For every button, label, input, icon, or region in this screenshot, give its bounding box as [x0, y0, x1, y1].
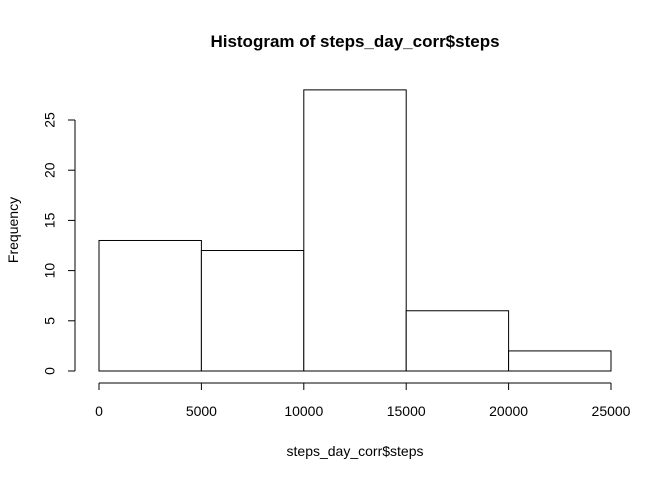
x-tick-label: 15000 [387, 403, 426, 419]
x-tick-label: 10000 [284, 403, 323, 419]
x-axis-label: steps_day_corr$steps [287, 443, 424, 459]
y-axis: 0 5 10 15 20 25 [42, 112, 76, 375]
y-tick-label: 5 [42, 317, 58, 325]
x-tick-label: 20000 [489, 403, 528, 419]
y-tick-label: 0 [42, 367, 58, 375]
y-tick-label: 25 [42, 112, 58, 128]
bars-group [98, 89, 612, 372]
histogram-bar [200, 250, 305, 372]
y-tick-label: 20 [42, 162, 58, 178]
histogram-bar [98, 239, 202, 372]
x-tick-label: 0 [95, 403, 103, 419]
histogram-bar [405, 310, 510, 372]
x-axis: 0 5000 10000 15000 20000 25000 [95, 382, 631, 419]
x-tick-label: 5000 [186, 403, 217, 419]
y-tick-label: 10 [42, 263, 58, 279]
histogram-bar [303, 89, 407, 372]
x-tick-label: 25000 [592, 403, 631, 419]
histogram-bar [508, 350, 612, 372]
y-axis-label: Frequency [5, 197, 21, 263]
chart-title: Histogram of steps_day_corr$steps [210, 32, 499, 51]
y-tick-label: 15 [42, 212, 58, 228]
